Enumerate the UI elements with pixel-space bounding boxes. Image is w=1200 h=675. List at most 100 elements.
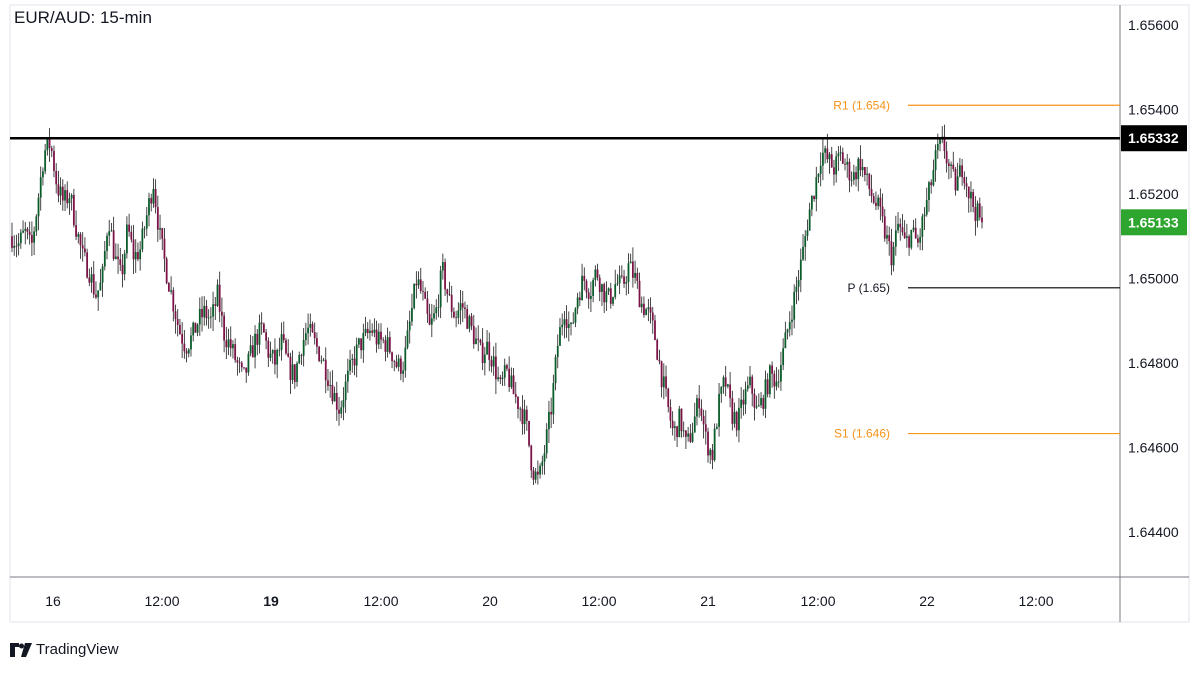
candle-body [53, 151, 55, 171]
candle-body [106, 235, 108, 252]
candle-body [216, 284, 219, 306]
candle-body [119, 259, 122, 265]
candle-body [943, 136, 946, 152]
candle-body [424, 291, 427, 299]
candle-body [548, 411, 550, 430]
candle-body [883, 216, 886, 239]
candle-body [680, 408, 683, 432]
candle-body [596, 269, 599, 278]
candle-body [112, 230, 115, 259]
candle-body [130, 231, 133, 240]
candle-body [165, 258, 168, 284]
candle-body [603, 284, 606, 303]
candle-body [322, 359, 325, 361]
candle-body [839, 152, 842, 154]
candle-body [521, 408, 524, 425]
tradingview-logo[interactable]: TradingView [10, 641, 119, 658]
candle-body [808, 209, 811, 231]
candle-body [673, 426, 676, 429]
candle-body [658, 359, 661, 362]
candle-body [886, 235, 888, 239]
candle-body [665, 376, 667, 389]
candle-body [75, 225, 77, 237]
candle-body [13, 245, 16, 248]
candle-body [501, 377, 504, 380]
last-price-tag-label: 1.65133 [1128, 214, 1179, 230]
candle-body [678, 408, 681, 438]
candle-body [293, 364, 296, 382]
time-axis-tick-label: 22 [919, 593, 935, 609]
candle-body [271, 350, 274, 354]
candle-body [123, 253, 126, 275]
candle-body [192, 322, 195, 336]
price-axis-tick-label: 1.64600 [1128, 440, 1179, 456]
candle-body [298, 354, 301, 364]
candle-body [802, 246, 804, 260]
candle-body [609, 288, 612, 304]
candle-body [627, 263, 630, 282]
candle-body [373, 329, 376, 333]
candle-body [455, 317, 458, 319]
candle-body [656, 339, 659, 360]
candle-body [110, 230, 113, 232]
candle-body [921, 216, 924, 237]
candle-body [746, 385, 749, 390]
candle-body [959, 165, 961, 177]
candle-body [362, 333, 365, 351]
candle-body [77, 234, 80, 237]
candle-body [185, 351, 188, 354]
price-axis-tick-label: 1.65400 [1128, 102, 1179, 118]
candle-body [205, 305, 208, 319]
tradingview-logo-icon [10, 642, 32, 657]
candle-body [841, 152, 844, 164]
candle-body [285, 340, 287, 354]
candle-body [863, 167, 866, 175]
candle-body [919, 236, 922, 243]
candle-body [731, 398, 734, 424]
candle-body [260, 322, 263, 324]
candle-body [810, 196, 813, 210]
candle-body [892, 246, 895, 266]
candle-body [881, 206, 884, 217]
candle-body [251, 345, 254, 358]
candle-body [183, 343, 186, 352]
candle-body [578, 297, 581, 300]
candle-body [554, 357, 557, 384]
candle-body [176, 318, 179, 326]
candle-body [952, 164, 955, 170]
candle-body [422, 291, 424, 292]
candle-body [44, 150, 47, 172]
candle-body [338, 409, 340, 414]
candle-body [718, 393, 720, 427]
candle-body [742, 399, 745, 405]
candle-body [88, 277, 91, 283]
candle-body [19, 232, 22, 244]
candle-body [890, 241, 893, 266]
candle-body [196, 324, 199, 333]
chart-frame [9, 4, 1190, 623]
candle-body [574, 308, 577, 323]
candle-body [172, 290, 175, 312]
candle-body [828, 154, 831, 160]
candle-body [477, 338, 480, 340]
candle-body [782, 348, 785, 366]
candle-body [355, 344, 358, 366]
candle-body [57, 184, 60, 196]
candle-body [145, 215, 148, 229]
candle-body [181, 333, 184, 344]
candle-body [740, 399, 743, 408]
candle-body [391, 352, 393, 362]
candle-body [26, 228, 29, 232]
candle-body [174, 311, 177, 319]
candle-body [934, 150, 937, 171]
candle-body [344, 381, 347, 401]
candle-body [50, 148, 53, 152]
candle-body [108, 231, 111, 236]
candle-body [408, 321, 411, 331]
candle-body [382, 339, 385, 341]
time-axis-tick-label: 21 [700, 593, 716, 609]
candle-body [68, 198, 71, 204]
candle-body [528, 420, 530, 446]
last-price-tag [1121, 209, 1187, 236]
